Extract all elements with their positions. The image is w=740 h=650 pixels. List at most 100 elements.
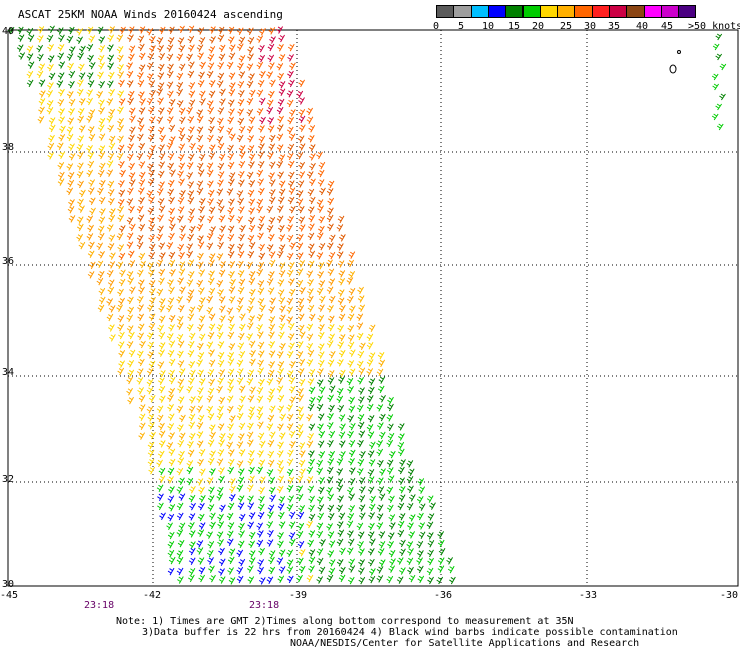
wind-barb [177,539,185,548]
wind-barb [167,403,174,412]
wind-barb [167,541,175,549]
wind-barb [117,118,124,126]
wind-barb [57,98,65,107]
wind-barb [268,340,275,349]
wind-barb [237,342,245,350]
wind-barb [166,90,174,99]
wind-barb [249,358,256,367]
wind-barb [297,413,305,421]
wind-barb [197,529,205,537]
wind-barb [148,234,155,243]
wind-barb [327,207,334,215]
wind-barb [318,242,326,251]
wind-barb [98,133,106,141]
wind-barb [26,79,34,88]
wind-barb [76,28,84,36]
wind-barb [347,415,355,423]
wind-barb [298,115,306,124]
wind-barb [127,153,134,161]
wind-barb [149,296,156,305]
wind-barb [248,153,256,161]
wind-barb [188,547,196,556]
wind-barb [297,180,305,188]
wind-barb [107,188,115,197]
wind-barb [269,494,276,503]
colorbar-swatch [557,5,576,18]
wind-barb [336,458,344,466]
wind-barb [346,520,354,528]
wind-barb [418,486,426,494]
wind-barb [198,468,206,476]
wind-barb [437,557,445,565]
wind-barb [276,385,284,393]
wind-barb [137,214,145,222]
wind-barb [146,367,154,376]
wind-barb [228,270,235,279]
wind-barb [256,107,264,116]
wind-barb [237,89,245,98]
wind-barb [158,385,166,394]
wind-barb [127,250,135,258]
wind-barb [249,349,256,358]
wind-barb [76,233,84,242]
wind-barb [157,450,165,459]
colorbar-label: 35 [608,21,621,32]
wind-barb [287,215,295,224]
wind-barb [77,135,85,143]
wind-barb [257,160,265,169]
wind-barb [137,279,145,287]
wind-barb [228,493,236,502]
wind-barb [117,205,124,214]
wind-barb [248,531,256,540]
wind-barb [199,495,206,503]
wind-barb [208,565,215,573]
wind-barb [197,414,205,423]
wind-barb [196,304,204,313]
wind-barb [158,242,166,250]
colorbar-label: 45 [661,21,674,32]
wind-barb [308,458,315,467]
wind-barb [256,169,264,178]
wind-barb [447,565,455,574]
wind-barb [197,52,204,60]
wind-barb [287,160,295,169]
wind-barb [79,45,86,54]
wind-barb [388,522,396,530]
wind-barb [287,116,295,125]
wind-barb [106,160,114,168]
wind-barb [306,270,314,278]
lon-label-m30: -30 [720,590,739,601]
wind-barb [368,324,376,333]
wind-barb [208,323,216,331]
wind-barb [287,171,295,180]
wind-barb [418,503,426,511]
wind-barb [167,152,175,161]
wind-barb [266,106,274,115]
wind-barb [68,70,76,79]
wind-barb [136,133,144,142]
wind-barb [196,44,204,52]
wind-barb [449,576,456,585]
wind-barb [378,531,386,539]
wind-barb [196,187,204,196]
wind-barb [337,324,344,333]
wind-barb [208,259,215,268]
wind-barb [137,332,144,340]
wind-barb [208,46,216,54]
wind-barb [268,179,276,187]
wind-barb [256,421,264,429]
wind-barb [316,287,324,296]
wind-barb [267,439,275,448]
wind-barb [108,261,116,269]
wind-barb [137,117,144,125]
wind-barb [167,394,174,402]
wind-barb [368,378,376,386]
wind-barb [258,252,266,261]
wind-barb [207,62,215,70]
wind-barb [437,565,445,573]
wind-barb [217,171,225,179]
wind-barb [176,322,184,330]
wind-barb [198,574,206,583]
wind-barb [157,170,165,179]
wind-barb [367,469,375,477]
